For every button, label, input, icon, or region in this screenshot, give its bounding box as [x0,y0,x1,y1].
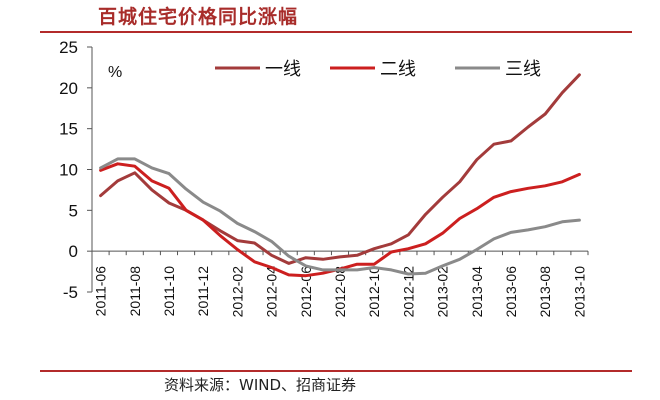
series-line-2 [99,162,581,278]
series-line-1 [99,73,581,265]
x-tick-label: 2012-02 [229,266,245,318]
x-tick-label: 2012-08 [332,266,348,318]
y-tick-label: 20 [59,79,78,98]
y-tick-label: 0 [69,242,78,261]
y-tick-label: 5 [69,201,78,220]
x-tick-label: 2012-04 [264,266,280,318]
y-tick-label: -5 [63,283,78,302]
x-tick-label: 2012-10 [366,266,382,318]
x-tick-label: 2013-10 [571,266,587,318]
title-rule [40,31,632,33]
chart-title: 百城住宅价格同比涨幅 [98,6,299,28]
x-tick-label: 2013-04 [469,266,485,318]
legend-label-1: 一线 [265,59,301,80]
footer-rule [40,370,632,372]
x-tick-label: 2013-08 [537,266,553,318]
x-tick-label: 2011-12 [195,266,211,317]
x-tick-label: 2013-02 [435,266,451,318]
chart-axes: -5 0 5 10 15 20 25 2011-06 2011-08 2011-10 2011-12… [59,38,589,318]
series-lines [99,73,581,278]
x-tick-label: 2013-06 [503,266,519,318]
x-tick-label: 2011-10 [161,266,177,317]
y-tick-label: 15 [59,120,78,139]
legend-label-3: 三线 [505,59,541,80]
legend-label-2: 二线 [380,59,416,80]
x-tick-label: 2011-06 [93,266,109,317]
y-tick-label: 25 [59,38,78,57]
series-line-3 [99,157,581,276]
x-tick-label: 2011-08 [127,266,143,317]
source-note: 资料来源：WIND、招商证券 [164,376,357,394]
x-tick-label: 2012-06 [298,266,314,318]
x-tick-label: 2012-12 [400,266,416,318]
chart-legend: 一线 二线 三线 [215,59,541,80]
unit-label: % [108,64,122,81]
y-tick-label: 10 [59,161,78,180]
